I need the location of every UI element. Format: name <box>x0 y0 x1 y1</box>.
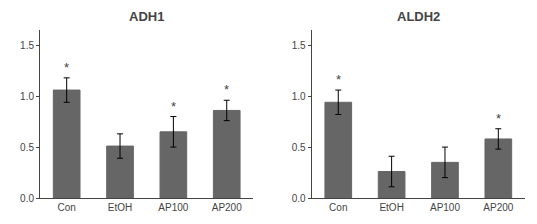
svg-text:Con: Con <box>329 202 347 213</box>
svg-text:*: * <box>496 111 501 126</box>
svg-text:*: * <box>336 72 341 87</box>
svg-text:*: * <box>171 99 176 114</box>
svg-text:EtOH: EtOH <box>379 202 403 213</box>
svg-text:1.0: 1.0 <box>20 91 34 102</box>
svg-text:AP100: AP100 <box>430 202 460 213</box>
svg-text:*: * <box>224 82 229 97</box>
svg-text:1.5: 1.5 <box>292 40 306 51</box>
svg-text:1.5: 1.5 <box>20 40 34 51</box>
svg-text:AP200: AP200 <box>483 202 513 213</box>
svg-text:*: * <box>64 60 69 75</box>
svg-text:0.0: 0.0 <box>292 193 306 204</box>
svg-text:ADH1: ADH1 <box>129 9 164 24</box>
svg-text:0.0: 0.0 <box>20 193 34 204</box>
svg-text:AP200: AP200 <box>212 202 242 213</box>
svg-text:AP100: AP100 <box>158 202 188 213</box>
svg-text:0.5: 0.5 <box>20 142 34 153</box>
svg-text:0.5: 0.5 <box>292 142 306 153</box>
svg-text:Con: Con <box>58 202 76 213</box>
svg-text:EtOH: EtOH <box>108 202 132 213</box>
svg-text:1.0: 1.0 <box>292 91 306 102</box>
svg-text:ALDH2: ALDH2 <box>397 9 440 24</box>
